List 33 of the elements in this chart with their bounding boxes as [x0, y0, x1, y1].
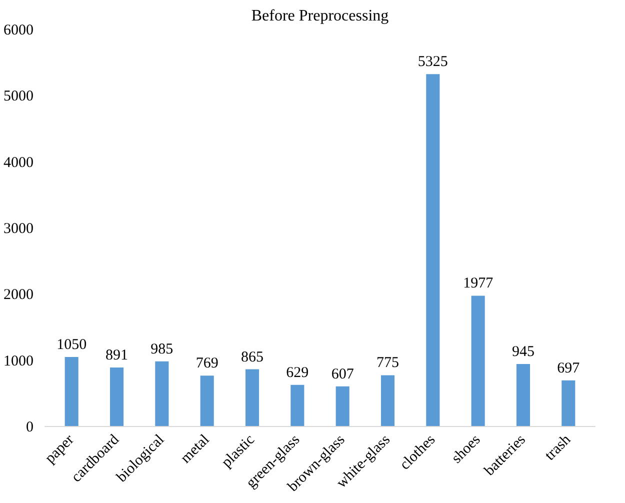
chart-title: Before Preprocessing — [251, 8, 389, 24]
data-label: 1977 — [463, 276, 494, 292]
bar — [200, 376, 214, 426]
y-tick-label: 5000 — [4, 88, 34, 105]
data-label: 945 — [512, 344, 534, 360]
data-label: 697 — [557, 360, 580, 376]
data-label: 775 — [376, 355, 399, 372]
y-tick-label: 0 — [26, 420, 34, 436]
data-label: 865 — [241, 349, 264, 366]
data-label: 629 — [286, 364, 309, 381]
y-tick-label: 3000 — [4, 221, 34, 237]
bar — [380, 375, 395, 426]
bar — [562, 380, 576, 426]
bar — [516, 364, 530, 426]
y-tick-label: 6000 — [4, 22, 34, 38]
bar — [110, 368, 124, 426]
bar — [64, 357, 78, 426]
bar — [336, 386, 350, 426]
data-label: 769 — [196, 356, 218, 372]
bar — [290, 384, 304, 426]
data-label: 5325 — [418, 54, 448, 70]
bar — [245, 369, 260, 426]
bar — [426, 74, 440, 426]
bar — [471, 296, 485, 426]
y-tick-label: 4000 — [4, 154, 34, 171]
data-label: 891 — [106, 348, 128, 364]
data-label: 607 — [331, 366, 354, 382]
bar — [155, 361, 169, 426]
x-tick-label: trash — [542, 431, 574, 464]
y-tick-label: 2000 — [4, 287, 34, 304]
y-tick-label: 1000 — [4, 353, 34, 370]
data-label: 1050 — [56, 337, 87, 354]
data-label: 985 — [150, 341, 174, 358]
